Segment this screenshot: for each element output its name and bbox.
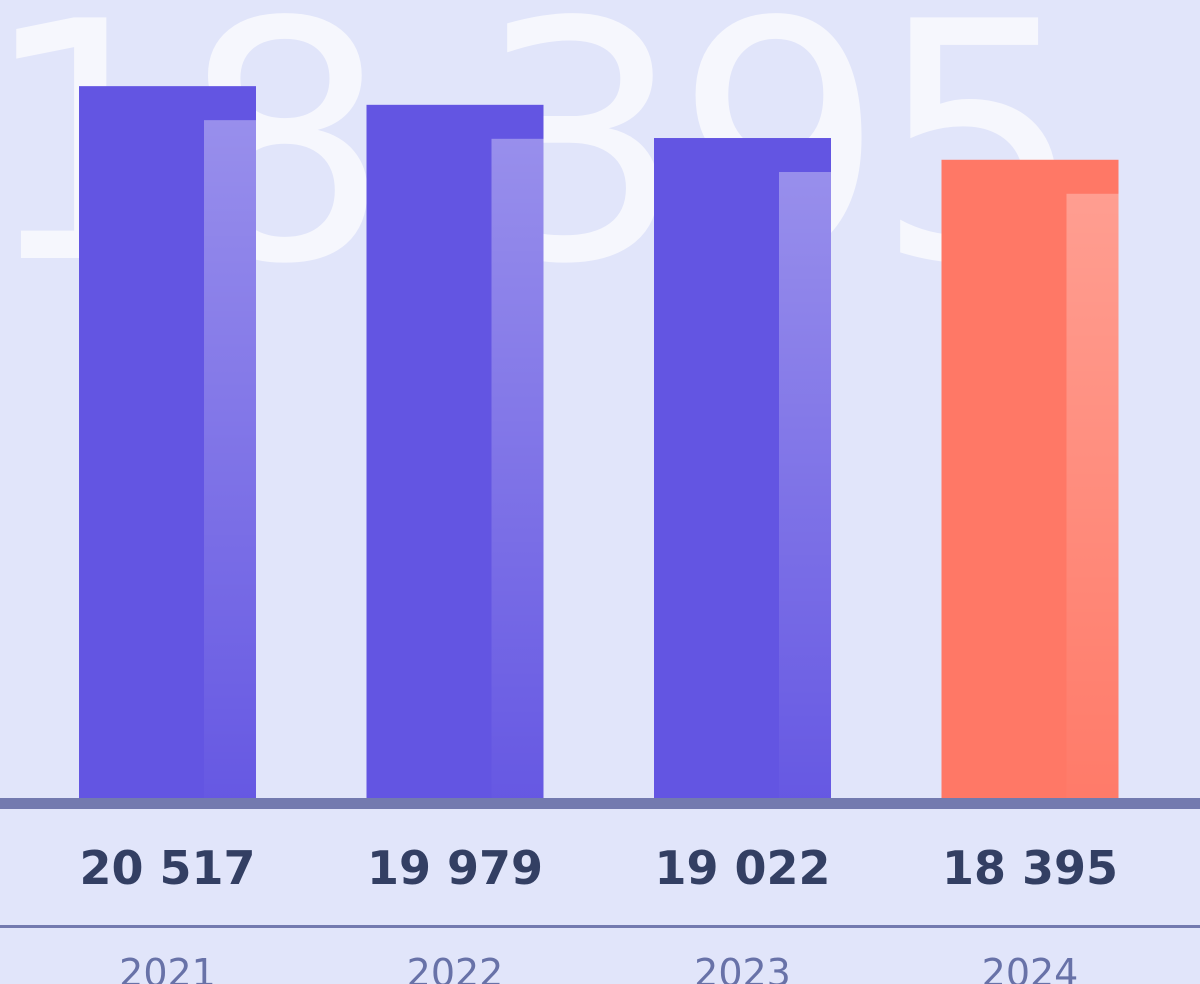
separator-line	[0, 925, 1200, 928]
labels-group: 20 517 2021 19 979 2022 19 022 2023 18 395 2024	[79, 841, 1118, 984]
value-label-2023: 19 022	[654, 841, 830, 895]
bar-highlight-strip-2024	[1066, 193, 1119, 798]
bars-group	[79, 86, 1119, 799]
bar-highlight-strip-2021	[204, 120, 256, 799]
year-label-2024: 2024	[982, 951, 1079, 984]
bar-highlight-strip-2022	[491, 138, 544, 799]
value-label-2021: 20 517	[79, 841, 255, 895]
year-label-2022: 2022	[407, 951, 504, 984]
year-label-2021: 2021	[119, 951, 216, 984]
bar-highlight-strip-2023	[779, 172, 831, 799]
baseline	[0, 798, 1200, 809]
value-label-2024: 18 395	[942, 841, 1118, 895]
value-label-2022: 19 979	[367, 841, 543, 895]
year-label-2023: 2023	[694, 951, 791, 984]
